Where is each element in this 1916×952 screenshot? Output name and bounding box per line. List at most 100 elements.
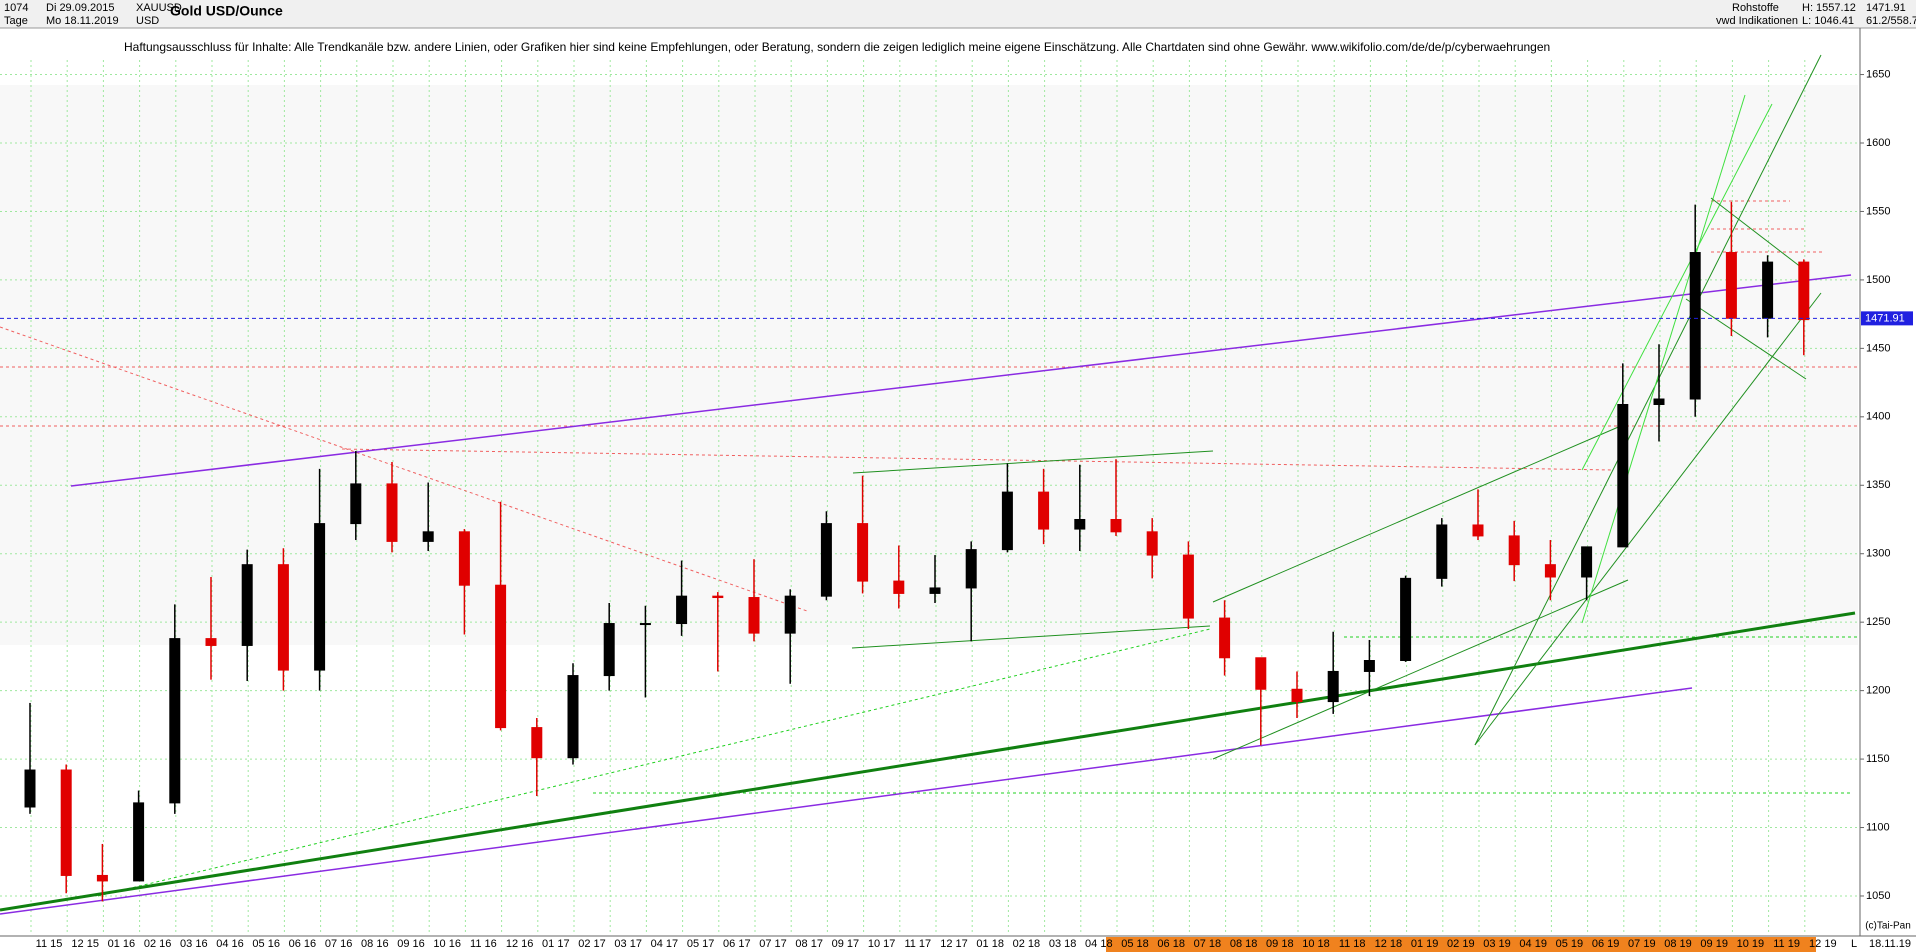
axis-date: 18.11.19 <box>1869 938 1911 950</box>
x-tick-label: 10 16 <box>433 938 461 950</box>
candle-body <box>784 595 796 634</box>
y-tick-label: 1400 <box>1866 411 1890 423</box>
candle-body <box>422 531 434 542</box>
candle-body <box>639 623 651 626</box>
x-tick-label: 02 18 <box>1013 938 1041 950</box>
channel-line <box>1212 424 1624 603</box>
x-tick-label: 07 18 <box>1194 938 1222 950</box>
x-tick-label: 12 17 <box>940 938 968 950</box>
x-tick-label: 04 17 <box>651 938 679 950</box>
candle-body <box>1219 617 1231 659</box>
candle-body <box>567 675 579 759</box>
y-tick-label: 1650 <box>1866 68 1890 80</box>
candle-body <box>133 802 145 882</box>
channel-line <box>1581 94 1746 624</box>
x-tick-label: 06 17 <box>723 938 751 950</box>
x-tick-label: 01 18 <box>976 938 1004 950</box>
x-tick-label: 03 17 <box>614 938 642 950</box>
y-tick-label: 1050 <box>1866 890 1890 902</box>
candle-body <box>458 531 470 586</box>
x-tick-label: 11 16 <box>470 938 497 950</box>
channel-line <box>1710 197 1807 272</box>
trend-line <box>0 326 808 612</box>
channel-line <box>852 450 1214 474</box>
candle-body <box>96 874 108 882</box>
x-tick-label: 11 17 <box>904 938 931 950</box>
x-tick-label: 05 17 <box>687 938 715 950</box>
candle-body <box>893 580 905 594</box>
x-tick-label: 05 19 <box>1556 938 1584 950</box>
candle-body <box>965 549 977 589</box>
candle-body <box>748 597 760 634</box>
x-tick-label: 08 16 <box>361 938 389 950</box>
x-tick-label: 05 16 <box>252 938 280 950</box>
candle-body <box>241 564 253 646</box>
y-tick-label: 1600 <box>1866 137 1890 149</box>
last-price-box <box>1861 311 1913 326</box>
x-tick-label: 07 17 <box>759 938 787 950</box>
x-tick-label: 12 15 <box>71 938 99 950</box>
x-tick-label: 12 19 <box>1809 938 1837 950</box>
candle-body <box>1617 403 1629 548</box>
candle-body <box>676 595 688 625</box>
candle-body <box>1653 398 1665 405</box>
candle-body <box>277 564 289 671</box>
candle-body <box>314 523 326 671</box>
group: Rohstoffe <box>1732 2 1779 14</box>
candle-body <box>1001 491 1013 551</box>
candle-body <box>1146 531 1158 556</box>
currency: USD <box>136 15 159 27</box>
candle-body <box>1291 688 1303 703</box>
x-tick-label: 12 18 <box>1375 938 1403 950</box>
candle-body <box>1725 252 1737 319</box>
candle-body <box>1255 657 1267 690</box>
x-tick-label: 10 17 <box>868 938 896 950</box>
x-tick-label: 11 19 <box>1773 938 1800 950</box>
chart-title: Gold USD/Ounce <box>170 3 283 19</box>
bar-count: 1074 <box>4 2 28 14</box>
x-tick-label: 07 19 <box>1628 938 1656 950</box>
y-tick-label: 1550 <box>1866 205 1890 217</box>
y-tick-label: 1250 <box>1866 616 1890 628</box>
x-tick-label: 01 16 <box>108 938 136 950</box>
channel-line <box>1212 579 1629 760</box>
candle-body <box>929 587 941 594</box>
x-tick-label: 07 16 <box>325 938 353 950</box>
end-date: Mo 18.11.2019 <box>46 15 119 27</box>
x-tick-label: 02 16 <box>144 938 172 950</box>
y-tick-label: 1300 <box>1866 548 1890 560</box>
candle-body <box>1182 554 1194 619</box>
channel-line <box>1581 103 1773 471</box>
period: Tage <box>4 15 28 27</box>
x-tick-label: 09 17 <box>832 938 860 950</box>
start-date: Di 29.09.2015 <box>46 2 115 14</box>
candle-body <box>1762 261 1774 319</box>
low-label: L: 1046.41 <box>1802 15 1854 27</box>
candle-body <box>1327 670 1339 703</box>
y-tick-label: 1200 <box>1866 685 1890 697</box>
channel-line <box>70 274 1852 487</box>
x-tick-label: 01 17 <box>542 938 570 950</box>
header-bar <box>0 0 1916 28</box>
y-tick-label: 1350 <box>1866 479 1890 491</box>
x-tick-label: 01 19 <box>1411 938 1439 950</box>
x-tick-label: 05 18 <box>1121 938 1149 950</box>
x-tick-label: 08 19 <box>1664 938 1692 950</box>
y-tick-label: 1100 <box>1866 821 1890 833</box>
axis-end: L <box>1851 938 1857 950</box>
x-tick-label: 04 18 <box>1085 938 1113 950</box>
candle-body <box>1581 546 1593 578</box>
channel-line <box>1474 54 1822 746</box>
candle-body <box>495 584 507 729</box>
x-tick-label: 03 16 <box>180 938 208 950</box>
candle-body <box>350 483 362 525</box>
channel-line <box>1685 298 1807 380</box>
candle-body <box>205 638 217 646</box>
x-tick-label: 12 16 <box>506 938 534 950</box>
x-tick-label: 06 19 <box>1592 938 1620 950</box>
symbol: XAUUSD <box>136 2 182 14</box>
candle-body <box>24 769 36 808</box>
y-tick-label: 1450 <box>1866 342 1890 354</box>
candle-body <box>1038 491 1050 530</box>
